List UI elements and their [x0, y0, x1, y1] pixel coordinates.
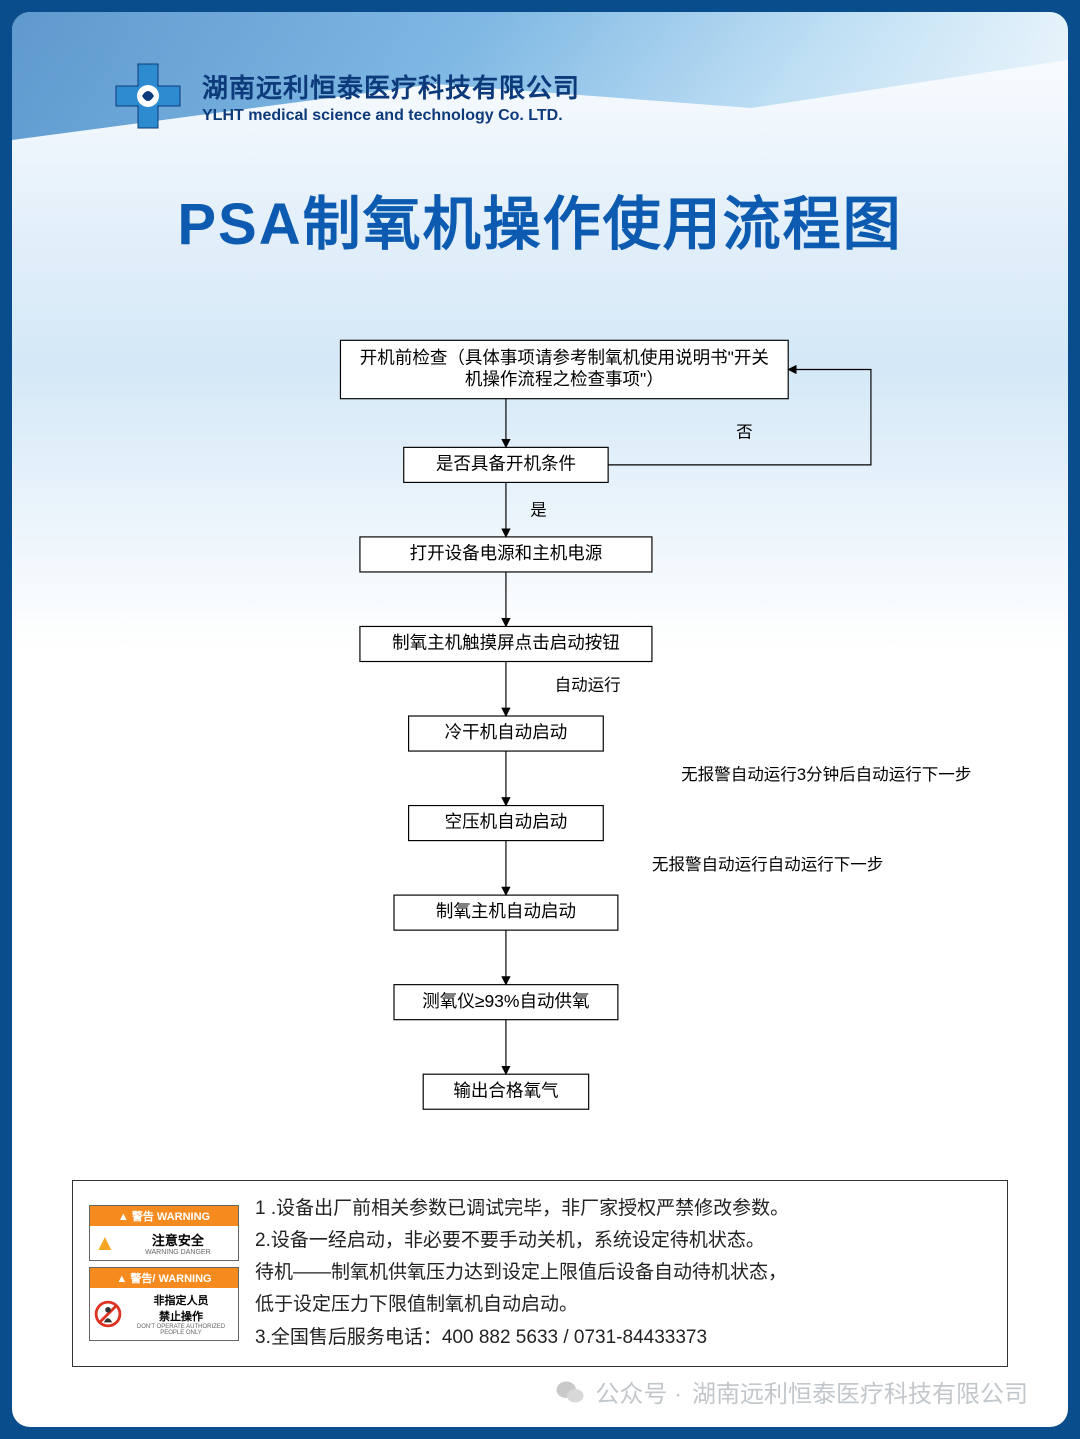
flow-edge-label: 自动运行	[555, 676, 621, 695]
badge-text: 非指定人员	[128, 1292, 234, 1308]
flow-edge-label: 无报警自动运行3分钟后自动运行下一步	[681, 765, 971, 784]
flowchart-svg: 开机前检查（具体事项请参考制氧机使用说明书"开关机操作流程之检查事项"） 是否具备…	[102, 272, 978, 1197]
watermark-name: 湖南远利恒泰医疗科技有限公司	[692, 1374, 1028, 1409]
poster-frame: 湖南远利恒泰医疗科技有限公司 YLHT medical science and …	[12, 12, 1068, 1427]
badge-header: ▲ 警告 WARNING	[90, 1206, 238, 1226]
logo-cross-icon	[112, 60, 184, 132]
flow-node-text: 是否具备开机条件	[436, 454, 576, 474]
flow-edge-label: 是	[530, 501, 547, 520]
flow-node-text: 输出合格氧气	[453, 1080, 558, 1100]
company-block: 湖南远利恒泰医疗科技有限公司 YLHT medical science and …	[202, 68, 580, 125]
flow-node-text: 空压机自动启动	[445, 812, 568, 832]
flow-node-text: 冷干机自动启动	[445, 722, 568, 742]
warning-badge-2: ▲ 警告/ WARNING 非指定人员 禁止操作 DON'T OPERATE A…	[89, 1267, 239, 1341]
flowchart: 开机前检查（具体事项请参考制氧机使用说明书"开关机操作流程之检查事项"） 是否具备…	[102, 272, 978, 1197]
header: 湖南远利恒泰医疗科技有限公司 YLHT medical science and …	[112, 60, 580, 132]
badge-text: 注意安全	[122, 1230, 234, 1249]
warning-line: 低于设定压力下限值制氧机自动启动。	[255, 1289, 991, 1321]
badge-sub: DON'T OPERATE AUTHORIZED PEOPLE ONLY	[128, 1324, 234, 1336]
warning-triangle-icon: ▲	[94, 1230, 116, 1256]
watermark-prefix: 公众号 ·	[595, 1374, 682, 1409]
company-name-en: YLHT medical science and technology Co. …	[202, 107, 580, 125]
prohibit-icon	[94, 1300, 122, 1328]
flow-edge-label: 否	[736, 423, 753, 442]
warning-panel: ▲ 警告 WARNING ▲ 注意安全 WARNING DANGER ▲ 警告/…	[72, 1180, 1008, 1367]
badge-sub: WARNING DANGER	[122, 1249, 234, 1256]
warning-line: 2.设备一经启动，非必要不要手动关机，系统设定待机状态。	[255, 1225, 991, 1257]
flow-node-text: 测氧仪≥93%自动供氧	[422, 991, 589, 1011]
watermark: 公众号 · 湖南远利恒泰医疗科技有限公司	[555, 1374, 1028, 1409]
flow-node-text: 开机前检查（具体事项请参考制氧机使用说明书"开关	[360, 347, 769, 367]
badge-text2: 禁止操作	[128, 1308, 234, 1324]
flow-node-text: 机操作流程之检查事项"）	[465, 369, 664, 389]
badge-header: ▲ 警告/ WARNING	[90, 1268, 238, 1288]
flow-node-text: 制氧主机触摸屏点击启动按钮	[392, 633, 620, 653]
flow-node-text: 打开设备电源和主机电源	[410, 543, 603, 563]
warning-line: 3.全国售后服务电话：400 882 5633 / 0731-84433373	[255, 1322, 991, 1354]
page-title: PSA制氧机操作使用流程图	[12, 177, 1068, 261]
flow-edge-label: 无报警自动运行自动运行下一步	[652, 855, 883, 874]
warning-line: 待机——制氧机供氧压力达到设定上限值后设备自动待机状态，	[255, 1257, 991, 1289]
warning-badge-1: ▲ 警告 WARNING ▲ 注意安全 WARNING DANGER	[89, 1205, 239, 1261]
wechat-icon	[555, 1377, 585, 1407]
warning-badges: ▲ 警告 WARNING ▲ 注意安全 WARNING DANGER ▲ 警告/…	[89, 1205, 239, 1341]
flow-node-text: 制氧主机自动启动	[436, 901, 576, 921]
warning-text: 1 .设备出厂前相关参数已调试完毕，非厂家授权严禁修改参数。2.设备一经启动，非…	[255, 1193, 991, 1354]
warning-line: 1 .设备出厂前相关参数已调试完毕，非厂家授权严禁修改参数。	[255, 1193, 991, 1225]
company-name-cn: 湖南远利恒泰医疗科技有限公司	[202, 68, 580, 105]
